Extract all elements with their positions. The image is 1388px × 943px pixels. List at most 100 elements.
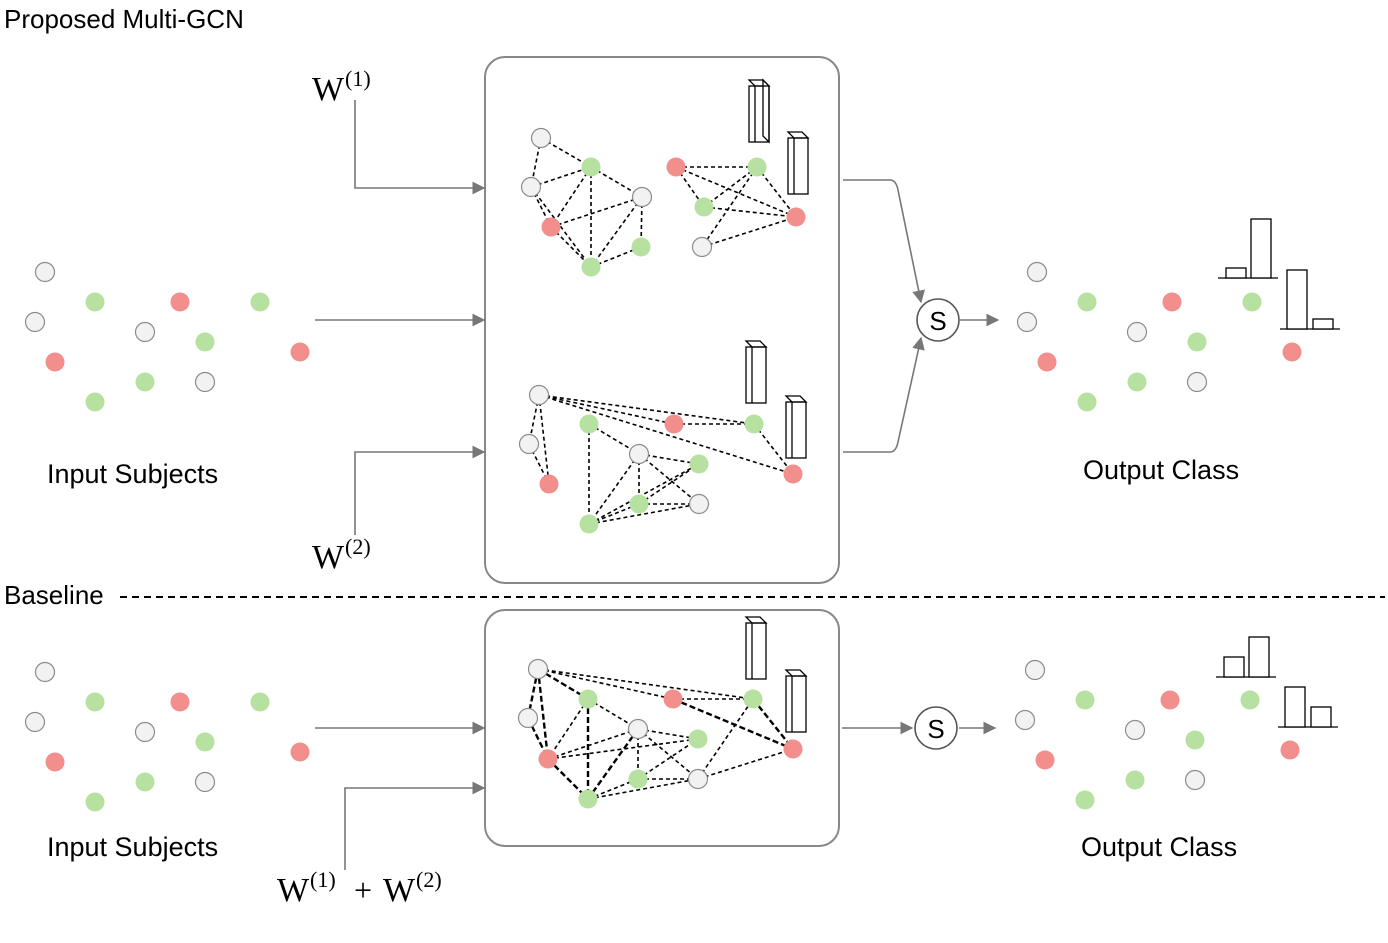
- output-subject-node: [1024, 659, 1046, 681]
- output-histograms-top: [1218, 218, 1340, 330]
- input-subject-node: [250, 692, 270, 712]
- output-subject-node: [1075, 690, 1095, 710]
- histogram-bar: [1310, 706, 1332, 728]
- graph-node: [743, 689, 763, 709]
- histogram-bar: [1225, 267, 1247, 279]
- graph-node: [528, 384, 550, 406]
- w2-base: W: [312, 539, 345, 576]
- input-subject-node: [134, 721, 156, 743]
- input-subject-node: [24, 311, 46, 333]
- input-subject-node: [85, 692, 105, 712]
- input-subject-node: [170, 292, 190, 312]
- feature-bar: [784, 395, 808, 459]
- feature-bars-top: [744, 78, 810, 459]
- feature-bar: [747, 78, 771, 144]
- output-subject-node: [1282, 342, 1302, 362]
- input-subject-node: [134, 321, 156, 343]
- graph-node: [579, 514, 599, 534]
- output-subject-node: [1185, 730, 1205, 750]
- input-subject-node: [290, 342, 310, 362]
- wsum-label: W (1) + W (2): [277, 867, 442, 909]
- gcn1-to-s-arrow: [843, 179, 925, 304]
- graph-combined-edges: [526, 667, 794, 800]
- wsum-b-base: W: [383, 872, 416, 909]
- input-subject-node: [170, 692, 190, 712]
- input-subject-node: [85, 792, 105, 812]
- softmax-label-top: S: [929, 306, 946, 336]
- feature-bar: [744, 340, 768, 404]
- graph-node: [631, 237, 651, 257]
- feature-bars-bottom: [744, 616, 808, 733]
- input-subject-node: [85, 292, 105, 312]
- graph-node: [627, 718, 649, 740]
- graph-node: [783, 464, 803, 484]
- input-subject-node: [135, 772, 155, 792]
- graph-node: [520, 176, 542, 198]
- softmax-node-top: [916, 298, 960, 342]
- graph-node: [689, 454, 709, 474]
- output-subject-node: [1124, 719, 1146, 741]
- output-subject-node: [1075, 790, 1095, 810]
- graph-node: [694, 197, 714, 217]
- graph-node: [688, 729, 708, 749]
- baseline-title: Baseline: [4, 580, 104, 610]
- graph-node: [628, 443, 650, 465]
- node-layer: [24, 127, 1302, 812]
- histogram-bar: [1312, 318, 1334, 330]
- input-subject-node: [85, 392, 105, 412]
- graph-node: [744, 414, 764, 434]
- input-subject-node: [45, 352, 65, 372]
- output-class-label-top: Output Class: [1083, 455, 1239, 485]
- graph-node: [581, 257, 601, 277]
- wsum-a-sup: (1): [310, 867, 336, 892]
- output-subject-node: [1127, 372, 1147, 392]
- graph-node: [629, 494, 649, 514]
- arrows-bottom: [315, 721, 997, 870]
- graph-node: [688, 493, 710, 515]
- input-subject-node: [135, 372, 155, 392]
- input-subjects-label-top: Input Subjects: [47, 459, 218, 489]
- input-subjects-label-bottom: Input Subjects: [47, 832, 218, 862]
- output-subject-node: [1126, 321, 1148, 343]
- histogram-bar: [1286, 269, 1308, 330]
- arrows-top: [315, 100, 1000, 535]
- output-subject-node: [1160, 690, 1180, 710]
- graph-node: [786, 207, 806, 227]
- w2-sup: (2): [345, 534, 371, 559]
- histogram-bar: [1223, 656, 1245, 678]
- feature-bar: [784, 669, 808, 733]
- graph-node: [663, 689, 683, 709]
- output-subject-node: [1186, 371, 1208, 393]
- output-subject-node: [1035, 750, 1055, 770]
- graph-node: [666, 157, 686, 177]
- output-subject-node: [1242, 292, 1262, 312]
- graph-node: [538, 749, 558, 769]
- feature-bar: [744, 616, 768, 680]
- histogram-bar: [1250, 218, 1272, 279]
- graph-node: [631, 186, 653, 208]
- graph-node: [530, 127, 552, 149]
- graph-node: [517, 707, 539, 729]
- w1-sup: (1): [345, 66, 371, 91]
- wsum-plus: +: [354, 872, 372, 908]
- proposed-title: Proposed Multi-GCN: [4, 4, 244, 34]
- input-subject-node: [195, 332, 215, 352]
- graph-node: [539, 474, 559, 494]
- graph-node: [579, 414, 599, 434]
- graph-node: [783, 739, 803, 759]
- graph-1-edges: [530, 137, 797, 268]
- graph-2-edges: [528, 394, 794, 525]
- softmax-node-bottom: [914, 706, 958, 750]
- feature-bar: [786, 131, 810, 195]
- output-subject-node: [1016, 311, 1038, 333]
- output-subject-node: [1184, 769, 1206, 791]
- input-subject-node: [194, 371, 216, 393]
- input-subject-node: [24, 711, 46, 733]
- w2-label: W (2): [312, 534, 371, 576]
- output-subject-node: [1077, 292, 1097, 312]
- input-subject-node: [34, 261, 56, 283]
- graph-node: [747, 157, 767, 177]
- input-subject-node: [34, 661, 56, 683]
- output-histograms-bottom: [1216, 636, 1338, 728]
